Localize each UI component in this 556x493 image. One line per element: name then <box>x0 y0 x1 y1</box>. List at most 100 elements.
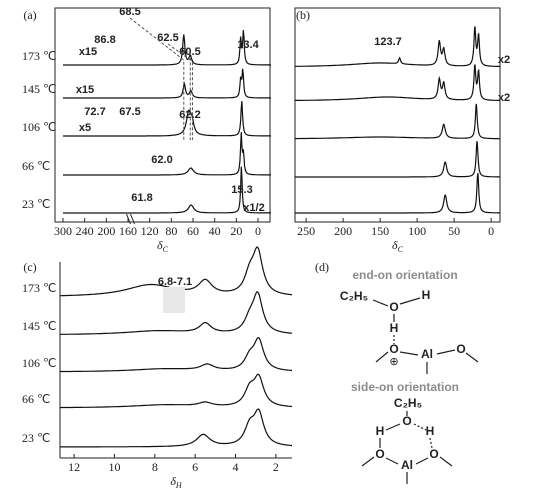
x-tick-label: 250 <box>297 224 315 238</box>
x-tick-label: 10 <box>108 460 120 474</box>
annotation: 61.8 <box>131 192 152 204</box>
spectrum <box>63 132 271 176</box>
spectrum <box>63 30 271 66</box>
hydrogen-bond <box>413 423 433 449</box>
x-tick-label: 200 <box>334 224 352 238</box>
x-tick-label: 60 <box>187 224 199 238</box>
axis-break <box>126 213 135 225</box>
x-tick-label: 200 <box>97 224 115 238</box>
atom: Al <box>401 458 413 472</box>
series-label: 106 ℃ <box>22 120 56 134</box>
x-tick-label: 160 <box>119 224 137 238</box>
x-tick-label: 300 <box>54 224 72 238</box>
annotation: 62.0 <box>151 154 172 166</box>
atom: Al <box>421 347 433 361</box>
series-label: 66 ℃ <box>22 392 50 406</box>
x-axis-label: δH <box>170 474 183 490</box>
x-axis-label: δC <box>392 238 404 254</box>
spectrum <box>60 337 293 373</box>
spectrum <box>63 101 271 137</box>
x-tick-label: 150 <box>371 224 389 238</box>
series-label: 106 ℃ <box>22 356 56 370</box>
annotation: 62.5 <box>157 32 178 44</box>
x-tick-label: 120 <box>141 224 159 238</box>
spectrum <box>295 64 500 101</box>
x-tick-label: 20 <box>230 224 242 238</box>
x-tick-label: 40 <box>209 224 221 238</box>
series-label: 66 ℃ <box>22 159 50 173</box>
panel-label: (d) <box>315 260 329 274</box>
series-label: 23 ℃ <box>22 431 50 445</box>
series-label: 173 ℃ <box>22 49 56 63</box>
x-axis-label: δ <box>157 238 163 252</box>
annotation: 86.8 <box>94 34 115 46</box>
x-tick-label: 50 <box>448 224 460 238</box>
x-axis-label-sub: C <box>398 245 404 254</box>
x-tick-label: 80 <box>165 224 177 238</box>
spectrum <box>60 373 293 409</box>
leader-line <box>129 17 185 140</box>
highlight <box>163 287 185 313</box>
annotation: x15 <box>79 46 97 58</box>
annotation: 13.4 <box>237 39 259 51</box>
diagram-title: side-on orientation <box>351 380 459 394</box>
x-axis-label-sub: H <box>175 481 183 490</box>
annotation: 123.7 <box>374 36 402 48</box>
atom: O <box>402 414 411 428</box>
atom: O <box>456 342 465 356</box>
annotation: x15 <box>76 84 94 96</box>
x-tick-label: 12 <box>68 460 80 474</box>
x-tick-label: 0 <box>255 224 261 238</box>
x-tick-label: 0 <box>488 224 494 238</box>
charge: ⊕ <box>389 356 398 368</box>
atom: H <box>376 424 385 438</box>
spectrum <box>295 26 500 68</box>
series-label: 145 ℃ <box>22 319 56 333</box>
panel-label: (c) <box>23 260 36 274</box>
frame <box>294 7 501 223</box>
panel-label: (a) <box>23 8 36 22</box>
annotation: x2 <box>498 54 510 66</box>
series-label: 23 ℃ <box>22 197 50 211</box>
spectrum <box>60 291 292 335</box>
annotation: 60.5 <box>179 46 200 58</box>
atom: O <box>375 447 384 461</box>
diagram-d: (d) end-on orientation C₂H₅ O H H O ⊕ Al… <box>315 260 479 484</box>
x-axis-label: δ <box>170 474 176 488</box>
frame <box>54 7 271 223</box>
x-tick-label: 240 <box>76 224 94 238</box>
series-label: 173 ℃ <box>22 281 56 295</box>
annotation: 72.7 <box>84 106 105 118</box>
atom: O <box>429 447 438 461</box>
annotation: 15.3 <box>231 184 252 196</box>
bonds <box>361 411 453 484</box>
annotation: 67.5 <box>119 106 140 118</box>
annotation: 68.5 <box>119 6 140 18</box>
spectrum <box>295 103 500 140</box>
spectrum <box>63 166 271 214</box>
annotation: x1/2 <box>243 202 264 214</box>
spectrum <box>60 408 292 448</box>
atom: H <box>422 288 431 302</box>
panel-label: (b) <box>296 8 310 22</box>
atom: O <box>389 300 398 314</box>
diagram-title: end-on orientation <box>352 268 457 282</box>
x-tick-label: 2 <box>273 460 279 474</box>
x-axis-label: δC <box>157 238 169 254</box>
spectrum <box>295 173 500 214</box>
atom: C₂H₅ <box>394 396 422 410</box>
spectrum <box>295 140 500 178</box>
leader-line <box>189 57 193 140</box>
x-tick-label: 4 <box>233 460 239 474</box>
leader-line <box>167 43 191 140</box>
annotation: x5 <box>79 122 91 134</box>
atom: H <box>426 424 435 438</box>
spectrum <box>63 68 271 99</box>
annotation: x2 <box>498 92 510 104</box>
bonds <box>372 297 479 374</box>
x-axis-label: δ <box>392 238 398 252</box>
atom: O <box>389 342 398 356</box>
atom: C₂H₅ <box>340 289 368 303</box>
x-tick-label: 8 <box>152 460 158 474</box>
